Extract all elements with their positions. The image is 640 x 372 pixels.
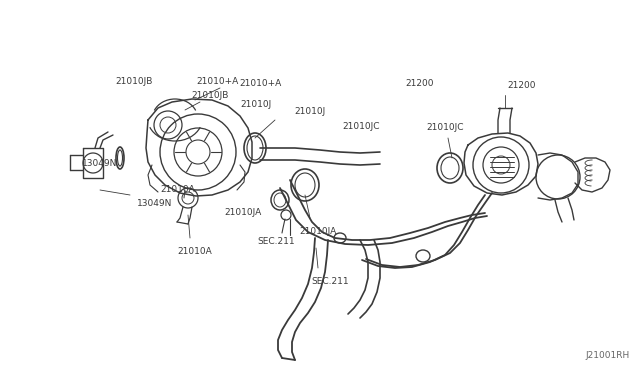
Text: SEC.211: SEC.211 <box>258 237 295 246</box>
Text: 21010JC: 21010JC <box>426 124 464 132</box>
Text: 21200: 21200 <box>405 79 433 88</box>
Text: 21200: 21200 <box>508 80 536 90</box>
Text: J21001RH: J21001RH <box>586 351 630 360</box>
Text: 21010JA: 21010JA <box>300 228 337 237</box>
Text: 21010J: 21010J <box>241 100 271 109</box>
Text: SEC.211: SEC.211 <box>311 278 349 286</box>
Text: 21010JB: 21010JB <box>116 77 153 86</box>
Text: 21010JA: 21010JA <box>225 208 262 217</box>
Text: 21010JC: 21010JC <box>343 122 380 131</box>
Text: 21010+A: 21010+A <box>239 78 281 87</box>
Text: 21010A: 21010A <box>161 185 195 194</box>
Text: 21010J: 21010J <box>294 108 326 116</box>
Text: 21010A: 21010A <box>178 247 212 257</box>
Text: 13049N: 13049N <box>81 159 117 168</box>
Text: 21010JB: 21010JB <box>191 90 228 99</box>
Text: 21010+A: 21010+A <box>196 77 239 86</box>
Text: 13049N: 13049N <box>138 199 173 208</box>
